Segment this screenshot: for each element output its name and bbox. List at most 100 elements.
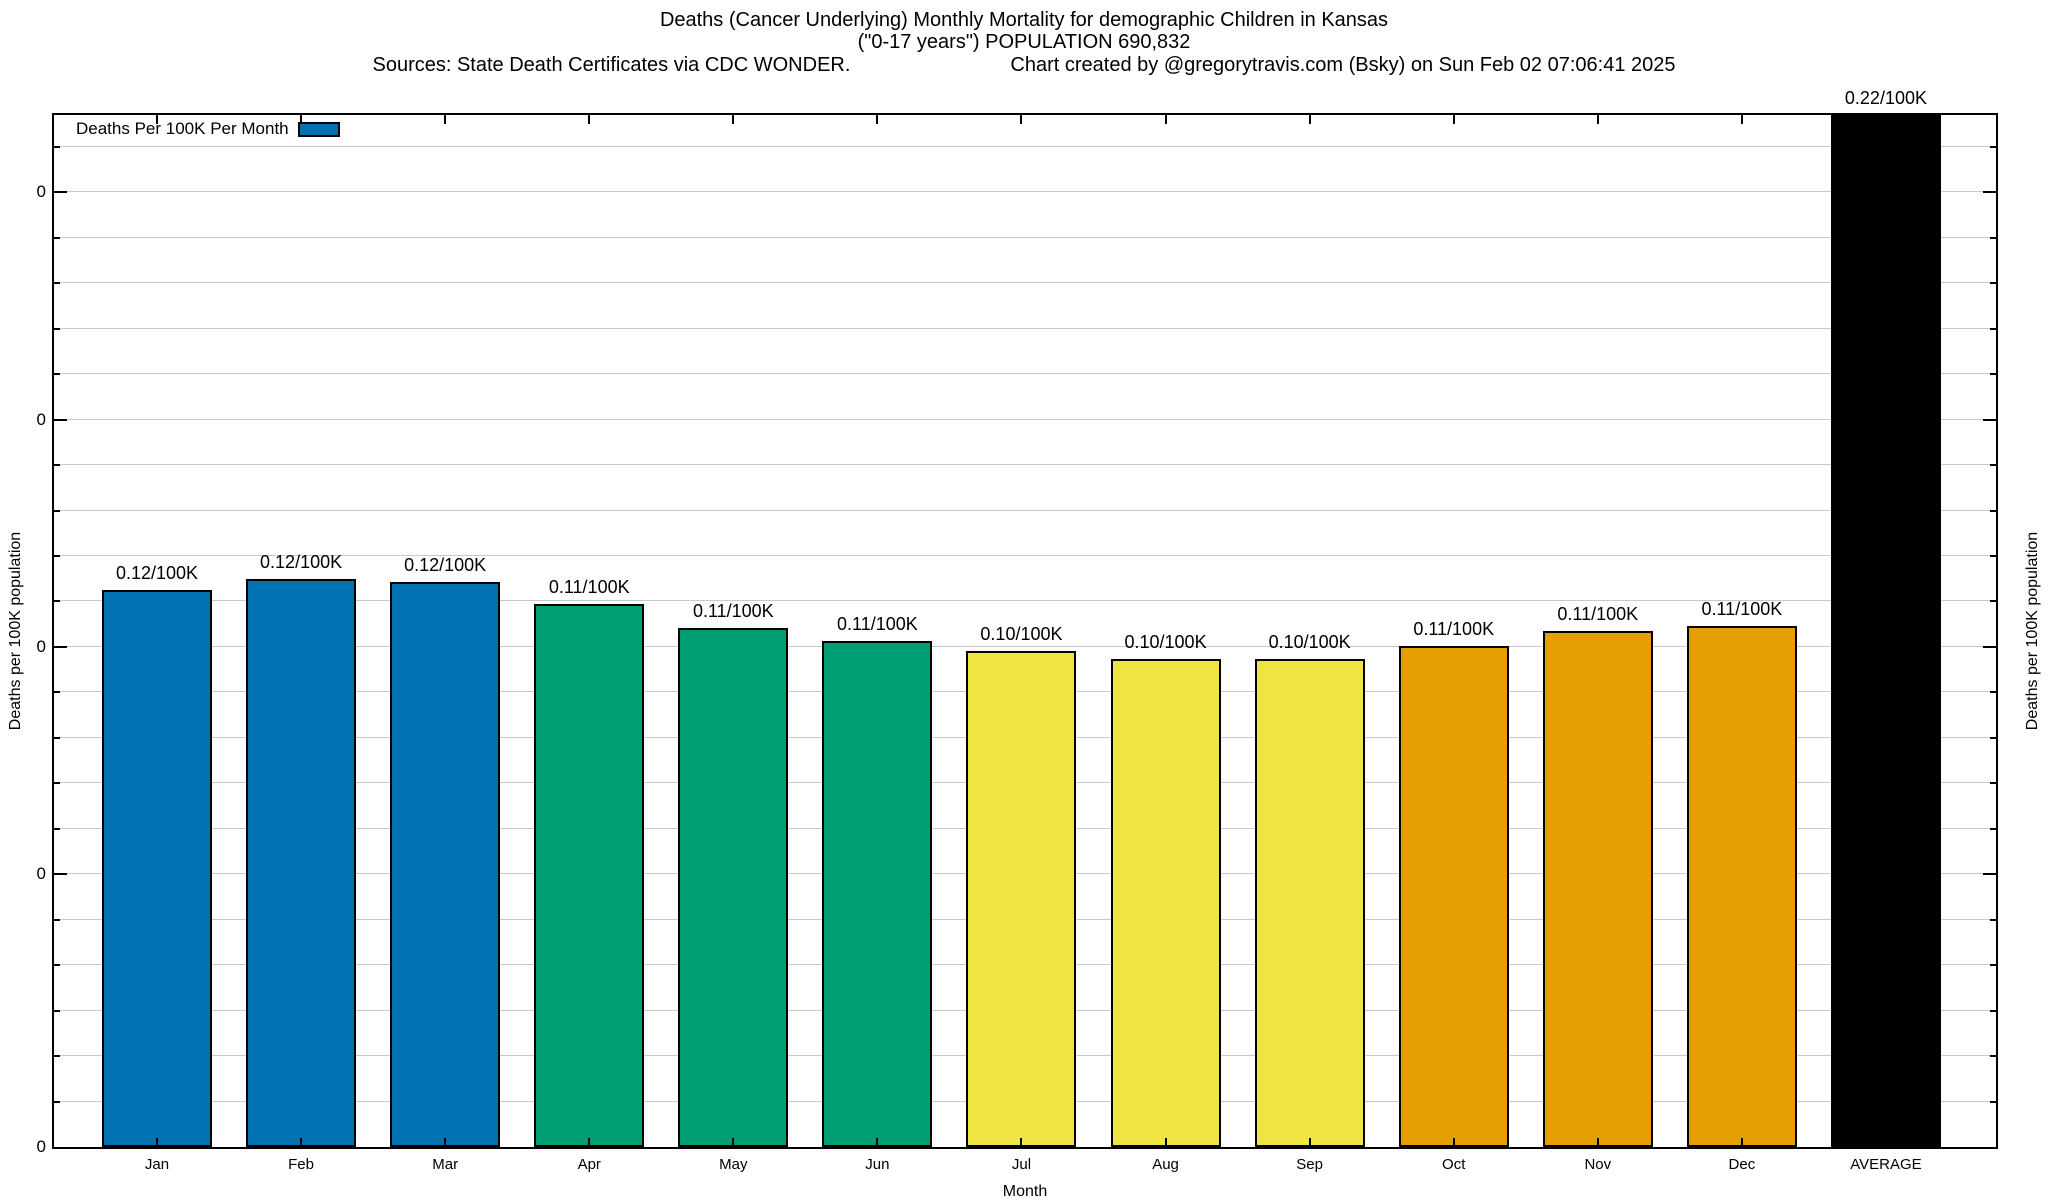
x-tick-bottom [1308, 1138, 1311, 1147]
x-tick-bottom [1164, 1138, 1167, 1147]
x-tick-bottom [1740, 1138, 1743, 1147]
x-tick-top [876, 115, 879, 124]
y-major-tick-left [54, 191, 67, 194]
x-category-label: Jul [1011, 1156, 1032, 1173]
y-minor-tick-left [54, 555, 60, 557]
x-category-label: Aug [1152, 1156, 1179, 1173]
x-category-label: AVERAGE [1850, 1156, 1922, 1173]
y-major-tick-right [1983, 873, 1996, 876]
gridline [54, 236, 1996, 238]
x-tick-bottom [588, 1138, 591, 1147]
y-major-tick-left [54, 645, 67, 648]
y-minor-tick-left [54, 509, 60, 512]
x-tick-top [588, 115, 591, 124]
x-category-label: Jun [865, 1156, 890, 1173]
y-minor-tick-right [1990, 1055, 1996, 1058]
y-minor-tick-left [54, 1055, 60, 1058]
bar-value-label: 0.12/100K [260, 552, 343, 573]
bar-aug [1110, 658, 1221, 1147]
y-minor-tick-right [1990, 373, 1996, 376]
y-minor-tick-left [54, 282, 60, 285]
x-category-label: Jan [144, 1156, 170, 1173]
y-minor-tick-left [54, 1009, 60, 1012]
y-major-tick-left [54, 873, 67, 876]
gridline [54, 327, 1996, 329]
gridline [54, 555, 1996, 556]
y-minor-tick-right [1990, 1009, 1996, 1012]
gridline [54, 145, 1996, 147]
legend-label: Deaths Per 100K Per Month [76, 119, 289, 138]
y-minor-tick-right [1990, 1100, 1996, 1103]
chart-credit-text: Chart created by @gregorytravis.com (Bsk… [1010, 54, 1676, 76]
x-tick-top [1308, 115, 1311, 124]
x-tick-bottom [156, 1138, 158, 1147]
x-category-label: Nov [1584, 1156, 1612, 1173]
y-minor-tick-right [1990, 509, 1996, 512]
y-major-tick-right [1983, 418, 1996, 421]
chart-title-line2: ("0-17 years") POPULATION 690,832 [857, 31, 1191, 53]
y-minor-tick-left [54, 736, 60, 739]
y-minor-tick-left [54, 691, 60, 694]
y-minor-tick-right [1990, 145, 1996, 148]
chart-header-line3: Sources: State Death Certificates via CD… [0, 54, 2048, 76]
bar-value-label: 0.10/100K [1268, 631, 1351, 652]
bar-value-label: 0.10/100K [980, 624, 1063, 645]
x-tick-top [1164, 115, 1167, 124]
bar-apr [534, 604, 645, 1147]
bar-jan [102, 590, 212, 1147]
y-minor-tick-right [1990, 918, 1996, 921]
x-tick-bottom [732, 1138, 735, 1147]
y-minor-tick-left [54, 827, 60, 830]
y-minor-tick-left [54, 1100, 60, 1103]
y-minor-tick-left [54, 918, 60, 921]
y-tick-label: 0 [36, 636, 46, 656]
bar-value-label: 0.12/100K [115, 563, 199, 584]
bar-oct [1398, 646, 1509, 1147]
x-category-label: Mar [432, 1156, 459, 1173]
x-category-label: Sep [1296, 1156, 1323, 1173]
x-tick-top [732, 115, 735, 124]
bar-mar [390, 582, 501, 1147]
bar-value-label: 0.11/100K [1413, 619, 1495, 640]
y-minor-tick-right [1990, 600, 1996, 603]
x-tick-top [1884, 115, 1887, 124]
x-tick-bottom [1452, 1138, 1455, 1147]
bar-value-label: 0.11/100K [1557, 604, 1639, 624]
y-axis-title-right: Deaths per 100K population [2024, 531, 2041, 731]
gridline [54, 464, 1996, 466]
bar-value-label: 0.11/100K [548, 577, 630, 598]
bar-value-label: 0.11/100K [1701, 599, 1783, 619]
x-tick-bottom [1596, 1138, 1599, 1147]
x-tick-top [1740, 115, 1743, 124]
y-minor-tick-right [1990, 327, 1996, 330]
x-tick-bottom [300, 1138, 303, 1147]
y-major-tick-right [1983, 645, 1996, 648]
bar-jul [966, 651, 1077, 1147]
bar-jun [822, 641, 933, 1147]
x-tick-top [444, 115, 447, 124]
gridline [54, 373, 1996, 375]
legend: Deaths Per 100K Per Month [76, 119, 340, 139]
x-tick-top [156, 115, 158, 124]
y-minor-tick-right [1990, 782, 1996, 785]
bar-sep [1254, 658, 1365, 1147]
bar-nov [1542, 631, 1653, 1147]
bar-value-label: 0.22/100K [1844, 88, 1927, 108]
gridline [54, 645, 1996, 647]
chart-sources-text: Sources: State Death Certificates via CD… [372, 54, 851, 76]
x-axis-title: Month [1002, 1183, 1048, 1200]
x-tick-top [1020, 115, 1023, 124]
y-minor-tick-left [54, 373, 60, 376]
chart-title-line1: Deaths (Cancer Underlying) Monthly Morta… [659, 9, 1389, 31]
chart-header: Deaths (Cancer Underlying) Monthly Morta… [0, 9, 2048, 76]
bar-feb [246, 579, 357, 1147]
y-minor-tick-left [54, 782, 60, 785]
legend-swatch-icon [297, 121, 340, 137]
x-category-label: Feb [288, 1156, 314, 1173]
x-tick-bottom [1020, 1138, 1023, 1147]
y-minor-tick-left [54, 145, 60, 148]
bar-value-label: 0.11/100K [692, 600, 774, 621]
y-minor-tick-left [54, 964, 60, 967]
y-axis-title-left: Deaths per 100K population [7, 531, 24, 731]
